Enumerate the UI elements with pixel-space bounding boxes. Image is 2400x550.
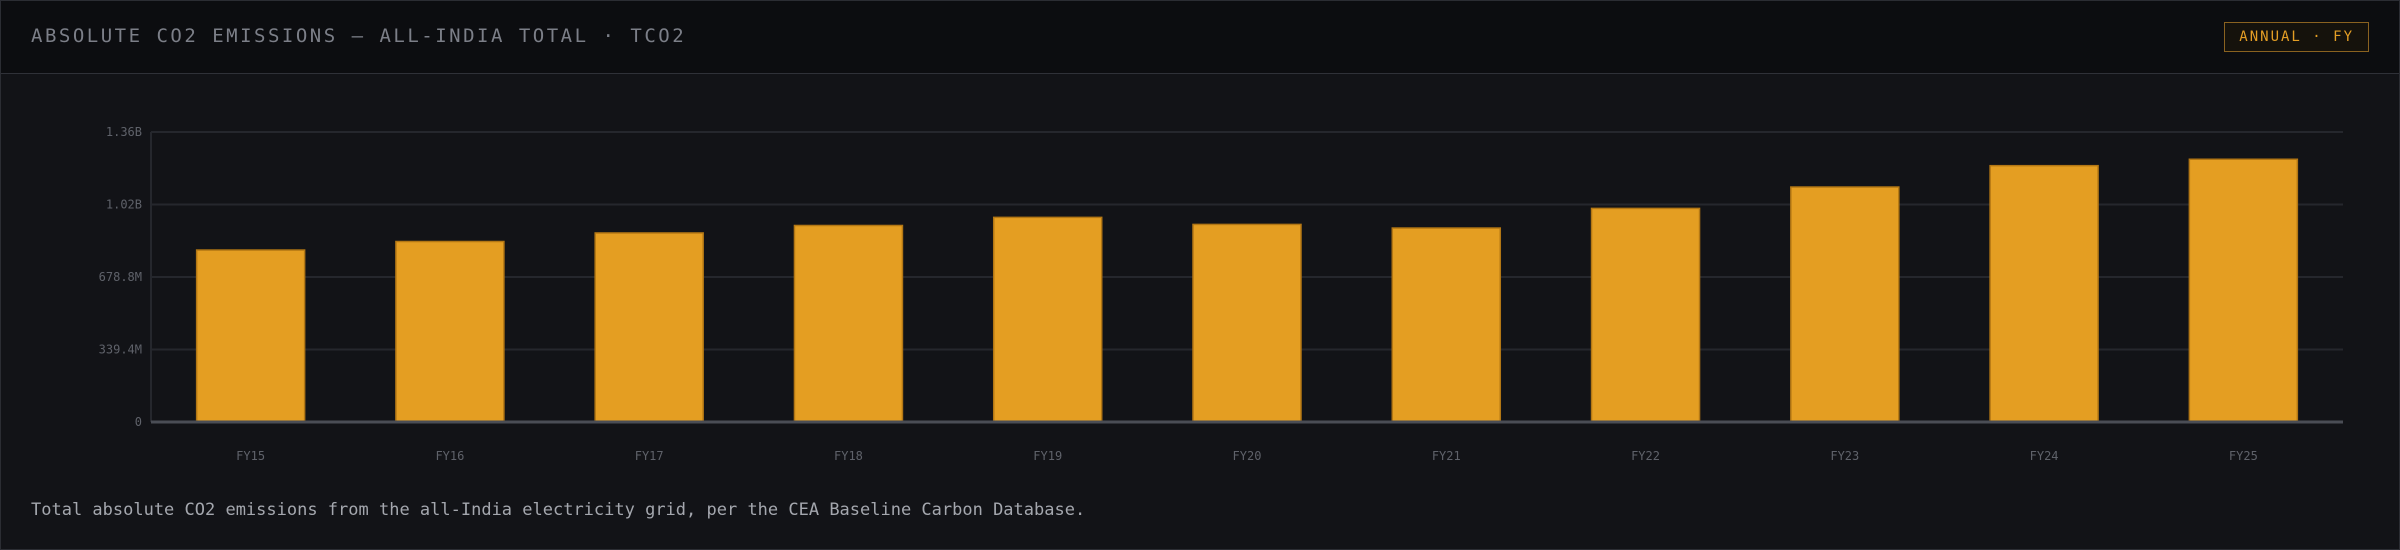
bar-fy19 [992, 216, 1103, 423]
x-tick-label: FY20 [1233, 449, 1262, 463]
y-tick-label: 339.4M [99, 343, 142, 357]
x-tick-label: FY15 [236, 449, 265, 463]
bar-fy23 [1790, 186, 1900, 423]
x-tick-label: FY24 [2030, 449, 2059, 463]
x-tick-label: FY18 [834, 449, 863, 463]
bar-fy17 [594, 232, 704, 423]
period-badge[interactable]: ANNUAL · FY [2224, 22, 2369, 52]
bar-fy25 [2188, 158, 2299, 423]
bar-chart: 0 339.4M 678.8M 1.02B 1.36B FY15 FY16 FY17 FY18 F… [99, 125, 2343, 463]
bar-fy15 [195, 249, 306, 423]
y-tick-label: 1.02B [106, 198, 142, 212]
bar-fy24 [1989, 164, 2099, 423]
bar-fy18 [793, 224, 904, 423]
bar-fy16 [395, 240, 505, 423]
x-tick-label: FY23 [1830, 449, 1859, 463]
x-tick-label: FY16 [435, 449, 464, 463]
chart-area: 0 339.4M 678.8M 1.02B 1.36B FY15 FY16 FY17 FY18 F… [1, 74, 2399, 484]
y-tick-label: 0 [135, 415, 142, 429]
bar-fy20 [1192, 223, 1302, 423]
y-tick-label: 678.8M [99, 270, 142, 284]
x-tick-label: FY19 [1033, 449, 1062, 463]
bar-fy22 [1590, 207, 1701, 423]
bar-fy21 [1391, 227, 1502, 423]
chart-caption: Total absolute CO2 emissions from the al… [31, 500, 1086, 520]
x-tick-label: FY21 [1432, 449, 1461, 463]
chart-title: ABSOLUTE CO2 EMISSIONS — ALL-INDIA TOTAL… [31, 25, 687, 47]
x-tick-label: FY25 [2229, 449, 2258, 463]
y-tick-label: 1.36B [106, 125, 142, 139]
panel-header: ABSOLUTE CO2 EMISSIONS — ALL-INDIA TOTAL… [1, 1, 2399, 74]
x-tick-label: FY17 [635, 449, 664, 463]
x-tick-label: FY22 [1631, 449, 1660, 463]
